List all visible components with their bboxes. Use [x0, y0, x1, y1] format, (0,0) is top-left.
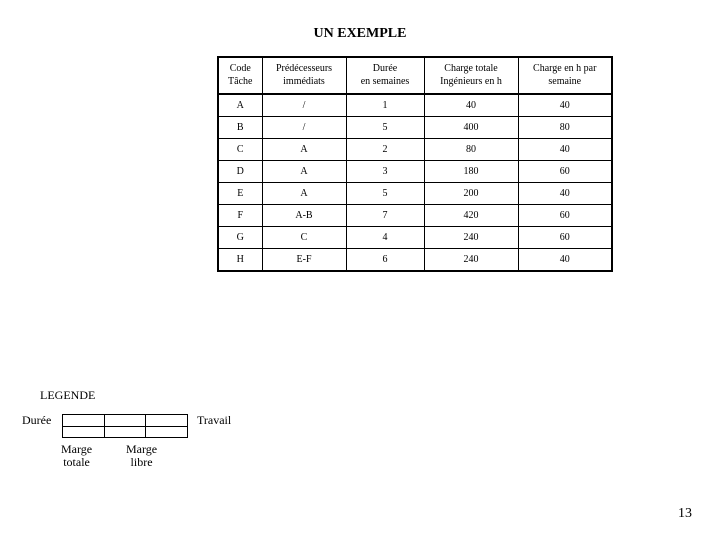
table-cell: 40 [518, 94, 612, 117]
table-cell: 6 [346, 249, 424, 272]
task-table: CodeTâche Prédécesseursimmédiats Duréeen… [217, 56, 613, 272]
table-cell: 5 [346, 117, 424, 139]
lbl-mt-1: Marge [61, 442, 92, 456]
table-cell: A [218, 94, 262, 117]
table-cell: 2 [346, 139, 424, 161]
page-number: 13 [678, 506, 692, 522]
table-cell: 240 [424, 227, 518, 249]
legend-label-duree: Durée [22, 413, 51, 428]
table-cell: 40 [424, 94, 518, 117]
table-cell: D [218, 161, 262, 183]
table-cell: 40 [518, 249, 612, 272]
th-charge: Charge totaleIngénieurs en h [424, 57, 518, 94]
table-cell: H [218, 249, 262, 272]
th-pred: Prédécesseursimmédiats [262, 57, 346, 94]
lbl-mt-2: totale [63, 455, 90, 469]
table-cell: B [218, 117, 262, 139]
table-cell: A-B [262, 205, 346, 227]
table-cell: 420 [424, 205, 518, 227]
table-cell: 7 [346, 205, 424, 227]
legend-box [62, 414, 188, 438]
table-cell: 5 [346, 183, 424, 205]
table-row: EA520040 [218, 183, 612, 205]
table-cell: G [218, 227, 262, 249]
legend-title: LEGENDE [40, 388, 95, 403]
table-cell: 60 [518, 205, 612, 227]
table-cell: 4 [346, 227, 424, 249]
table-cell: E-F [262, 249, 346, 272]
legend-label-marge-totale: Marge totale [61, 443, 92, 469]
table-row: FA-B742060 [218, 205, 612, 227]
table-cell: C [218, 139, 262, 161]
table-cell: F [218, 205, 262, 227]
table-cell: A [262, 183, 346, 205]
table-cell: 200 [424, 183, 518, 205]
th-chargesem: Charge en h parsemaine [518, 57, 612, 94]
table-cell: 80 [424, 139, 518, 161]
table-row: B/540080 [218, 117, 612, 139]
legend-label-travail: Travail [197, 413, 231, 428]
table-cell: 40 [518, 139, 612, 161]
lbl-ml-1: Marge [126, 442, 157, 456]
table-cell: 240 [424, 249, 518, 272]
table-header-row: CodeTâche Prédécesseursimmédiats Duréeen… [218, 57, 612, 94]
table-row: DA318060 [218, 161, 612, 183]
table-cell: 40 [518, 183, 612, 205]
table-cell: 3 [346, 161, 424, 183]
legend-vline-1 [104, 415, 105, 437]
table-row: CA28040 [218, 139, 612, 161]
th-duree: Duréeen semaines [346, 57, 424, 94]
table-cell: E [218, 183, 262, 205]
page-title: UN EXEMPLE [0, 26, 720, 42]
table-cell: 60 [518, 227, 612, 249]
table-cell: / [262, 117, 346, 139]
table-cell: 400 [424, 117, 518, 139]
table-cell: C [262, 227, 346, 249]
th-code: CodeTâche [218, 57, 262, 94]
table-cell: 180 [424, 161, 518, 183]
table-row: GC424060 [218, 227, 612, 249]
lbl-ml-2: libre [131, 455, 153, 469]
legend-vline-2 [145, 415, 146, 437]
table-row: A/14040 [218, 94, 612, 117]
table-row: HE-F624040 [218, 249, 612, 272]
table-cell: / [262, 94, 346, 117]
table-cell: A [262, 161, 346, 183]
table-cell: A [262, 139, 346, 161]
table-cell: 1 [346, 94, 424, 117]
legend-label-marge-libre: Marge libre [126, 443, 157, 469]
table-cell: 80 [518, 117, 612, 139]
table-cell: 60 [518, 161, 612, 183]
legend-hline [63, 426, 187, 427]
